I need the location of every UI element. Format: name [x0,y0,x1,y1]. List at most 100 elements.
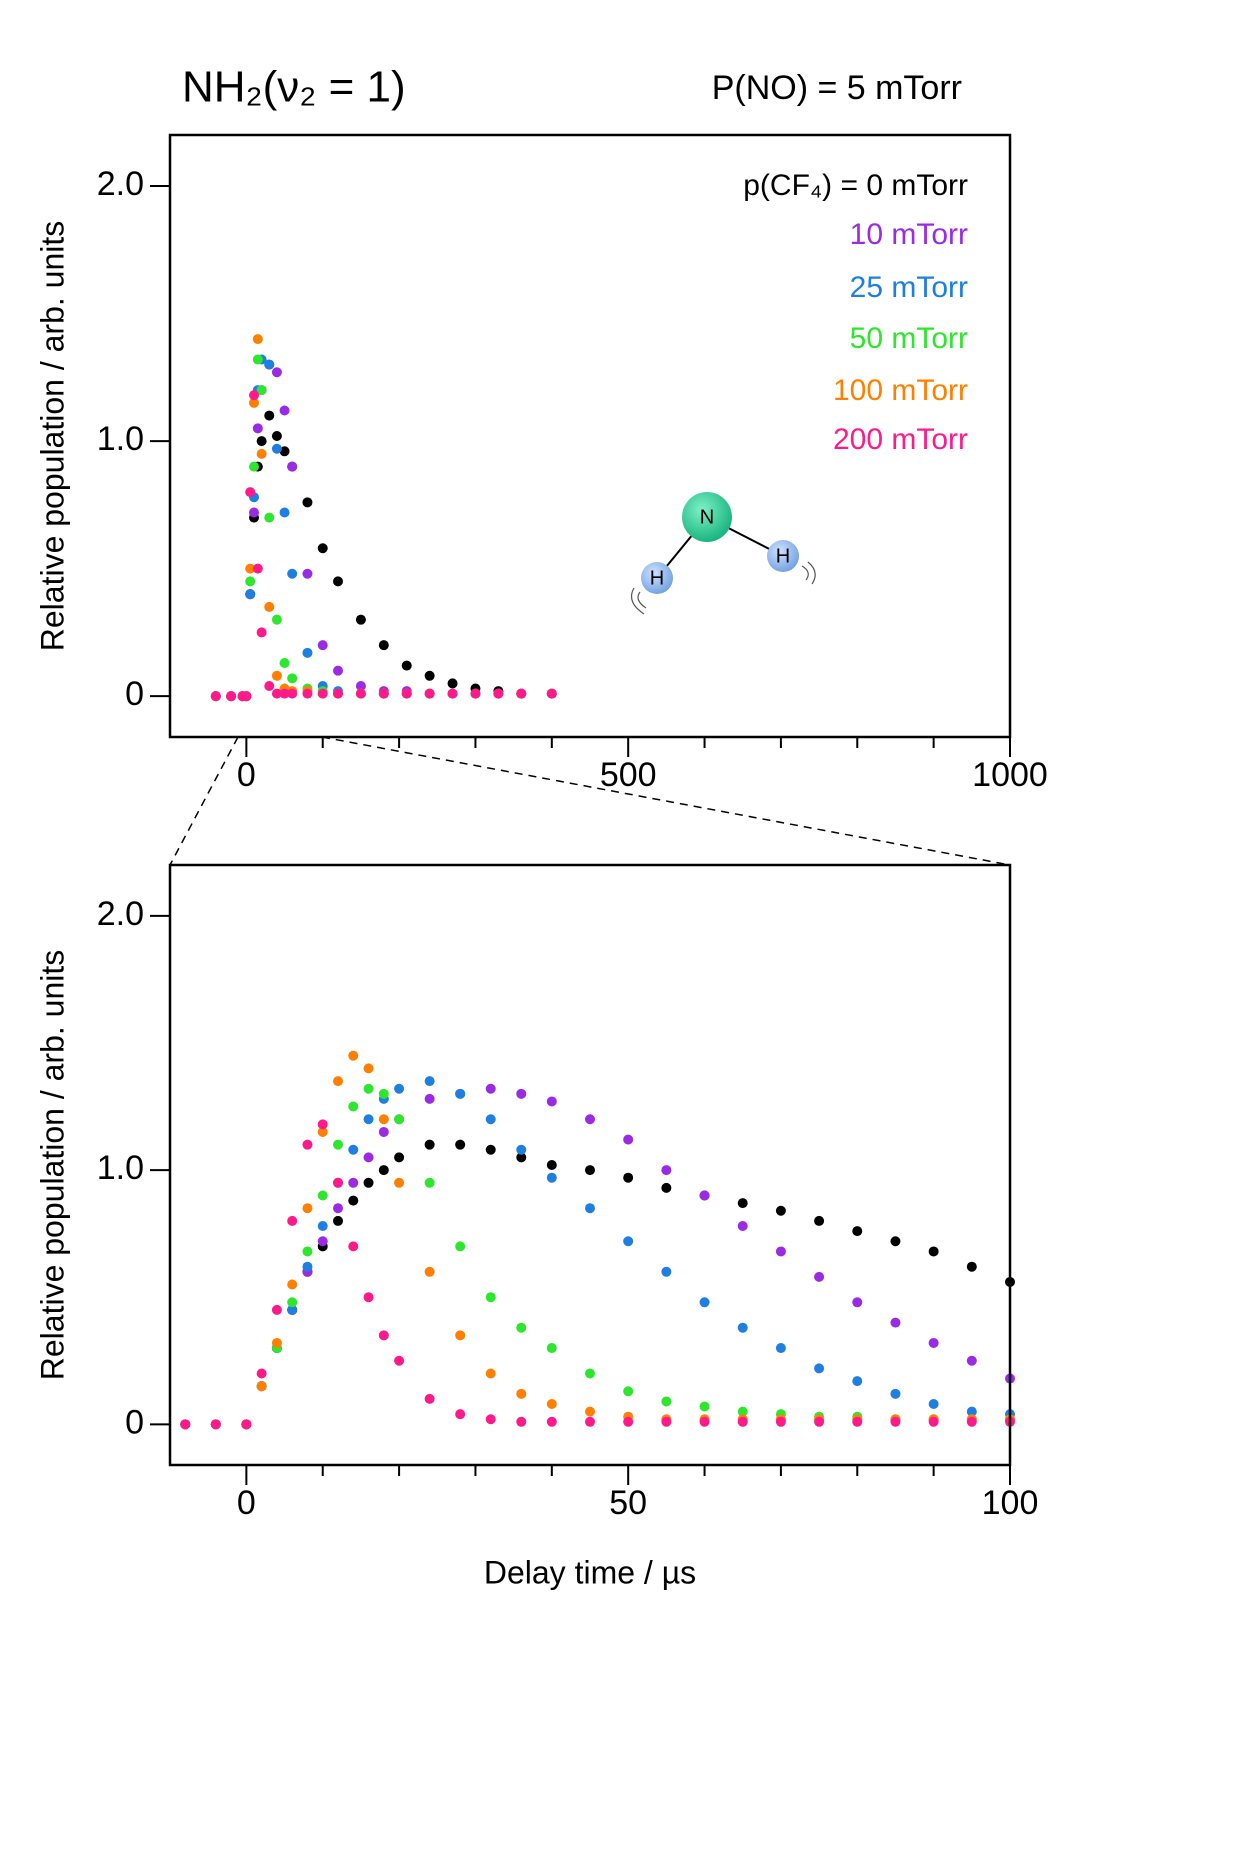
atom-label: H [650,567,664,589]
data-point [623,1172,634,1183]
data-point [394,1355,405,1366]
data-point [585,1416,595,1427]
data-point [585,1114,595,1125]
vibration-mark [631,561,816,615]
data-point [424,1076,435,1087]
data-point [348,1177,359,1188]
data-point [271,367,282,378]
data-point [317,1126,328,1137]
data-point [493,688,504,699]
data-point [661,1416,672,1427]
zoom-line [321,736,1011,866]
data-point [333,1139,343,1150]
data-point [546,688,557,699]
x-tick-label: 500 [600,756,657,794]
data-point [180,1419,191,1430]
data-point [661,1165,672,1176]
data-point [252,334,263,345]
atom-label: N [700,506,714,528]
data-point [333,1203,343,1214]
data-point [210,691,221,702]
legend-entry: 50 mTorr [850,322,968,355]
data-point [264,512,275,523]
data-point [928,1416,939,1427]
data-point [814,1271,825,1282]
data-point [516,1322,527,1333]
data-point [252,423,263,434]
data-point [394,1177,405,1188]
data-point [264,601,275,612]
y-tick-label: 1.0 [97,1149,144,1187]
data-point [966,1406,977,1417]
data-point [363,1083,374,1094]
data-point [333,665,343,676]
molecule: N H H [631,492,816,615]
data-point [252,354,263,365]
plot [210,334,557,702]
atom-label: H [776,545,790,567]
data-point [333,576,343,587]
x-tick-label: 0 [237,756,256,794]
data-point [287,673,298,684]
data-point [814,1416,825,1427]
data-point [302,1139,313,1150]
data-point [424,1093,435,1104]
data-point [661,1182,672,1193]
zoom-line [169,736,239,866]
data-point [394,1152,405,1163]
x-tick-label: 100 [982,1484,1039,1522]
data-point [333,1177,343,1188]
data-point [737,1198,748,1209]
legend-entry: p(CF₄) = 0 mTorr [743,169,968,202]
data-point [279,658,290,669]
data-point [355,614,366,625]
atom [641,562,673,594]
x-tick-label: 1000 [972,756,1048,794]
data-point [256,436,267,447]
data-point [699,1401,710,1412]
data-point [401,688,412,699]
data-point [546,1096,557,1107]
data-point [264,359,275,370]
data-point [394,1114,405,1125]
legend-entry: 25 mTorr [850,271,968,304]
data-point [348,1195,359,1206]
data-point [623,1236,634,1247]
data-point [279,405,290,416]
data-point [264,410,275,421]
data-point [546,1398,557,1409]
data-point [210,1419,221,1430]
y-tick-label: 0 [125,1403,144,1441]
data-point [928,1398,939,1409]
data-point [287,1304,298,1315]
data-point [302,688,313,699]
data-point [775,1205,786,1216]
data-point [378,1330,389,1341]
data-point [890,1416,901,1427]
data-point [424,688,435,699]
data-point [279,446,290,457]
data-point [455,1241,466,1252]
data-point [852,1376,863,1387]
data-point [287,1297,298,1308]
data-point [302,647,313,658]
data-point [401,660,412,671]
plot-frame [168,863,1012,1467]
data-point [928,1337,939,1348]
data-point [585,1368,595,1379]
data-point [256,448,267,459]
y-tick-label: 2.0 [97,895,144,933]
y-axis-label: Relative population / arb. units [34,221,70,651]
data-point [302,1246,313,1257]
x-tick-label: 0 [237,1484,256,1522]
atom [682,492,732,542]
data-point [699,1416,710,1427]
atom [767,540,799,572]
data-point [363,1152,374,1163]
data-point [302,568,313,579]
data-point [455,1330,466,1341]
data-point [279,507,290,518]
data-point [249,461,259,472]
data-point [485,1114,496,1125]
